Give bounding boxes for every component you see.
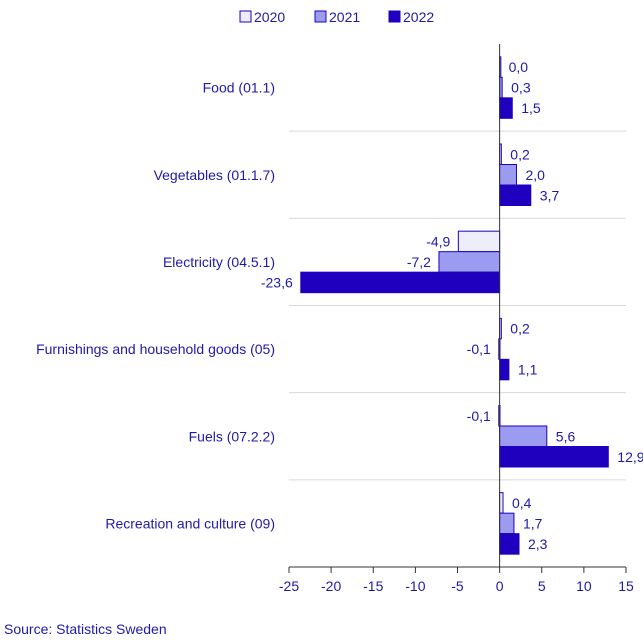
data-label: 0,0 — [509, 59, 529, 75]
bar — [499, 446, 609, 468]
data-label: -0,1 — [467, 341, 491, 357]
x-tick-label: -5 — [451, 578, 464, 594]
data-label: 2,0 — [525, 167, 545, 183]
legend-swatch — [388, 10, 401, 23]
x-tick-label: 0 — [496, 578, 504, 594]
bar — [499, 358, 510, 381]
data-label: -0,1 — [467, 408, 491, 424]
data-label: 12,9 — [617, 449, 643, 465]
bar — [499, 97, 513, 119]
data-label: 1,7 — [523, 515, 543, 531]
x-tick-label: 15 — [618, 578, 634, 594]
x-axis: -25 -20 -15 -10 -5 0 5 10 15 — [279, 44, 634, 594]
bar — [499, 425, 548, 447]
legend-swatch — [239, 10, 252, 23]
bar — [457, 230, 501, 253]
data-label: 0,2 — [510, 321, 530, 337]
data-label: 1,1 — [518, 362, 538, 378]
category-label: Furnishings and household goods (05) — [36, 341, 275, 357]
bar — [499, 533, 520, 555]
x-tick-label: 5 — [538, 578, 546, 594]
bar — [499, 512, 515, 535]
x-tick-label: 10 — [576, 578, 592, 594]
data-label: -23,6 — [261, 274, 293, 290]
grid-layer — [289, 130, 626, 481]
category-label: Electricity (04.5.1) — [163, 254, 275, 270]
data-label: 3,7 — [540, 187, 560, 203]
data-label: 1,5 — [521, 100, 541, 116]
x-tick-label: -10 — [405, 578, 425, 594]
data-label: -4,9 — [426, 233, 450, 249]
legend: 2020 2021 2022 — [239, 9, 434, 25]
bar — [499, 492, 504, 514]
data-label: 0,2 — [510, 146, 530, 162]
bar — [300, 271, 501, 294]
source-note: Source: Statistics Sweden — [4, 621, 167, 637]
x-tick-label: -15 — [363, 578, 383, 594]
legend-label: 2022 — [403, 9, 434, 25]
data-label: 0,3 — [511, 80, 531, 96]
legend-swatch — [314, 10, 327, 23]
category-label: Fuels (07.2.2) — [189, 428, 275, 444]
category-labels: Food (01.1) Vegetables (01.1.7) Electricit… — [36, 80, 275, 532]
data-labels: 0,0 0,3 1,5 0,2 2,0 3,7 -4,9 -7,2 -23,6 0,2 -0,1 1,… — [261, 59, 643, 552]
bars-layer — [300, 56, 609, 555]
category-label: Food (01.1) — [203, 80, 275, 96]
category-label: Recreation and culture (09) — [105, 515, 275, 531]
data-label: 2,3 — [528, 536, 548, 552]
data-label: 5,6 — [556, 428, 576, 444]
x-tick-label: -20 — [321, 578, 341, 594]
data-label: 0,4 — [512, 495, 532, 511]
x-tick-label: -25 — [279, 578, 299, 594]
legend-label: 2020 — [254, 9, 285, 25]
bar — [499, 184, 532, 206]
category-label: Vegetables (01.1.7) — [154, 167, 275, 183]
bar — [438, 251, 501, 273]
bar — [499, 164, 517, 186]
legend-label: 2021 — [329, 9, 360, 25]
data-label: -7,2 — [407, 254, 431, 270]
